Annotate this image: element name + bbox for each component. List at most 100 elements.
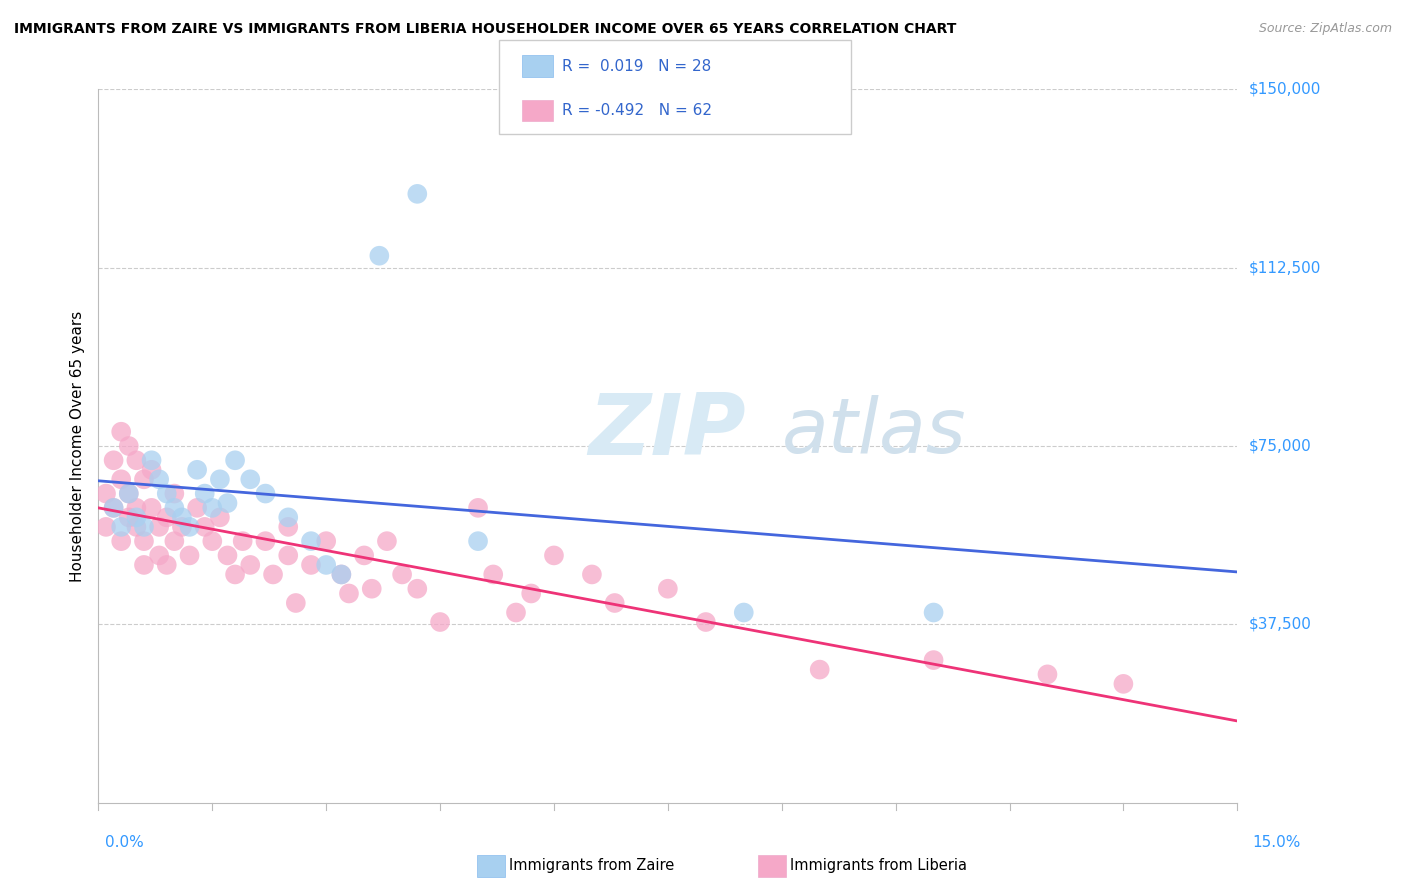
Point bbox=[467, 534, 489, 549]
Point bbox=[103, 500, 125, 515]
Point bbox=[808, 663, 831, 677]
Point bbox=[406, 582, 429, 596]
Point bbox=[201, 500, 224, 515]
Point bbox=[163, 534, 186, 549]
Point bbox=[391, 567, 413, 582]
Point bbox=[1036, 667, 1059, 681]
Point bbox=[186, 500, 208, 515]
Point bbox=[277, 549, 299, 563]
Point bbox=[254, 486, 277, 500]
Point bbox=[224, 453, 246, 467]
Text: $37,500: $37,500 bbox=[1249, 617, 1312, 632]
Y-axis label: Householder Income Over 65 years: Householder Income Over 65 years bbox=[69, 310, 84, 582]
Point bbox=[132, 520, 155, 534]
Point bbox=[284, 596, 307, 610]
Point bbox=[337, 586, 360, 600]
Point bbox=[581, 567, 603, 582]
Text: Source: ZipAtlas.com: Source: ZipAtlas.com bbox=[1258, 22, 1392, 36]
Point bbox=[299, 534, 322, 549]
Point bbox=[330, 567, 353, 582]
Point bbox=[1112, 677, 1135, 691]
Point bbox=[110, 472, 132, 486]
Text: $112,500: $112,500 bbox=[1249, 260, 1320, 275]
Text: $75,000: $75,000 bbox=[1249, 439, 1312, 453]
Point bbox=[520, 586, 543, 600]
Point bbox=[239, 558, 262, 572]
Point bbox=[103, 500, 125, 515]
Text: Immigrants from Zaire: Immigrants from Zaire bbox=[509, 858, 675, 872]
Text: 15.0%: 15.0% bbox=[1253, 836, 1301, 850]
Text: R =  0.019   N = 28: R = 0.019 N = 28 bbox=[562, 59, 711, 73]
Point bbox=[110, 534, 132, 549]
Point bbox=[132, 472, 155, 486]
Point bbox=[179, 549, 201, 563]
Point bbox=[118, 486, 141, 500]
Point bbox=[315, 534, 337, 549]
Point bbox=[156, 558, 179, 572]
Point bbox=[239, 472, 262, 486]
Point bbox=[353, 549, 375, 563]
Point bbox=[262, 567, 284, 582]
Point bbox=[505, 606, 527, 620]
Point bbox=[482, 567, 505, 582]
Point bbox=[315, 558, 337, 572]
Point bbox=[232, 534, 254, 549]
Point bbox=[141, 463, 163, 477]
Point bbox=[733, 606, 755, 620]
Point bbox=[657, 582, 679, 596]
Point bbox=[156, 486, 179, 500]
Text: 0.0%: 0.0% bbox=[105, 836, 145, 850]
Point bbox=[299, 558, 322, 572]
Point bbox=[277, 510, 299, 524]
Point bbox=[118, 439, 141, 453]
Text: R = -0.492   N = 62: R = -0.492 N = 62 bbox=[562, 103, 713, 118]
Point bbox=[695, 615, 717, 629]
Point bbox=[110, 425, 132, 439]
Point bbox=[148, 549, 170, 563]
Point bbox=[170, 520, 193, 534]
Text: Immigrants from Liberia: Immigrants from Liberia bbox=[790, 858, 967, 872]
Point bbox=[132, 534, 155, 549]
Point bbox=[141, 500, 163, 515]
Point bbox=[194, 486, 217, 500]
Point bbox=[360, 582, 382, 596]
Point bbox=[922, 606, 945, 620]
Point bbox=[125, 520, 148, 534]
Point bbox=[148, 520, 170, 534]
Point bbox=[148, 472, 170, 486]
Point bbox=[118, 486, 141, 500]
Point bbox=[368, 249, 391, 263]
Text: $150,000: $150,000 bbox=[1249, 82, 1320, 96]
Point bbox=[125, 500, 148, 515]
Point bbox=[277, 520, 299, 534]
Point bbox=[141, 453, 163, 467]
Point bbox=[217, 496, 239, 510]
Point bbox=[208, 510, 231, 524]
Point bbox=[179, 520, 201, 534]
Text: atlas: atlas bbox=[782, 395, 966, 468]
Point bbox=[125, 510, 148, 524]
Point bbox=[254, 534, 277, 549]
Point bbox=[603, 596, 626, 610]
Point bbox=[186, 463, 208, 477]
Point bbox=[208, 472, 231, 486]
Point bbox=[406, 186, 429, 201]
Point bbox=[163, 486, 186, 500]
Point bbox=[201, 534, 224, 549]
Point bbox=[330, 567, 353, 582]
Point bbox=[217, 549, 239, 563]
Text: ZIP: ZIP bbox=[588, 390, 745, 474]
Point bbox=[125, 453, 148, 467]
Point bbox=[156, 510, 179, 524]
Point bbox=[467, 500, 489, 515]
Point bbox=[543, 549, 565, 563]
Point bbox=[103, 453, 125, 467]
Point bbox=[170, 510, 193, 524]
Point bbox=[194, 520, 217, 534]
Text: IMMIGRANTS FROM ZAIRE VS IMMIGRANTS FROM LIBERIA HOUSEHOLDER INCOME OVER 65 YEAR: IMMIGRANTS FROM ZAIRE VS IMMIGRANTS FROM… bbox=[14, 22, 956, 37]
Point bbox=[163, 500, 186, 515]
Point bbox=[224, 567, 246, 582]
Point bbox=[132, 558, 155, 572]
Point bbox=[922, 653, 945, 667]
Point bbox=[429, 615, 451, 629]
